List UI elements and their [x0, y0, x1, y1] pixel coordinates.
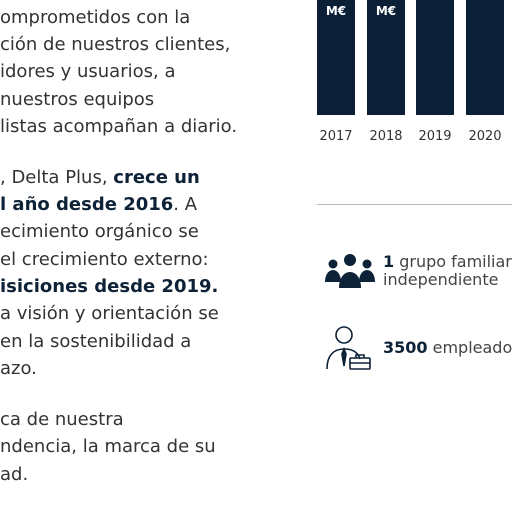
year-label: 2018: [369, 129, 403, 144]
fact-number: 3500: [383, 338, 428, 357]
text-line: l año desde 2016. A: [0, 194, 197, 216]
text-line: ción de nuestros clientes,: [0, 34, 230, 56]
text-line: listas acompañan a diario.: [0, 116, 237, 138]
text-run: nuestros equipos: [0, 89, 155, 110]
text-run: ción de nuestros clientes,: [0, 34, 231, 55]
bar: [317, 0, 355, 115]
text-line: en la sostenibilidad a: [0, 331, 191, 353]
text-run: isiciones desde 2019.: [0, 276, 219, 297]
year-label: 2019: [418, 129, 452, 144]
fact: 3500 empleados: [383, 339, 512, 357]
bar: [367, 0, 405, 115]
text-run: . A: [173, 194, 198, 215]
text-line: ad.: [0, 464, 28, 486]
employee-icon: [326, 326, 371, 370]
bar: [466, 0, 504, 115]
text-run: el crecimiento externo:: [0, 249, 209, 270]
fact-text: grupo familiar e: [399, 252, 512, 271]
bar-unit-label: M€: [375, 4, 397, 18]
text-run: listas acompañan a diario.: [0, 116, 238, 137]
text-run: azo.: [0, 358, 37, 379]
text-line: isiciones desde 2019.: [0, 276, 218, 298]
text-run: ad.: [0, 464, 29, 485]
bar-unit-label: M€: [325, 4, 347, 18]
text-line: ca de nuestra: [0, 409, 124, 431]
text-run: ecimiento orgánico se: [0, 221, 199, 242]
text-line: a visión y orientación se: [0, 303, 219, 325]
text-line: idores y usuarios, a: [0, 61, 175, 83]
divider: [317, 204, 512, 205]
text-run: crece un: [113, 167, 200, 188]
group-icon: [325, 254, 375, 288]
fact-number: 1: [383, 252, 395, 271]
text-line: azo.: [0, 358, 37, 380]
year-label: 2020: [468, 129, 502, 144]
text-run: ndencia, la marca de su: [0, 436, 216, 457]
year-label: 2017: [319, 129, 353, 144]
text-run: omprometidos con la: [0, 7, 191, 28]
text-run: a visión y orientación se: [0, 303, 219, 324]
text-line: omprometidos con la: [0, 7, 190, 29]
text-line: ndencia, la marca de su: [0, 436, 216, 458]
text-line: el crecimiento externo:: [0, 249, 209, 271]
text-run: idores y usuarios, a: [0, 61, 176, 82]
bar: [416, 0, 454, 115]
text-run: en la sostenibilidad a: [0, 331, 192, 352]
text-run: l año desde 2016: [0, 194, 174, 215]
fact-text: independiente: [383, 270, 499, 289]
text-run: ca de nuestra: [0, 409, 124, 430]
fact-text: empleados: [427, 338, 512, 357]
text-run: , Delta Plus,: [0, 167, 114, 188]
text-line: nuestros equipos: [0, 89, 154, 111]
text-line: , Delta Plus, crece un: [0, 167, 200, 189]
text-line: ecimiento orgánico se: [0, 221, 199, 243]
fact: 1 grupo familiar eindependiente: [383, 253, 512, 289]
